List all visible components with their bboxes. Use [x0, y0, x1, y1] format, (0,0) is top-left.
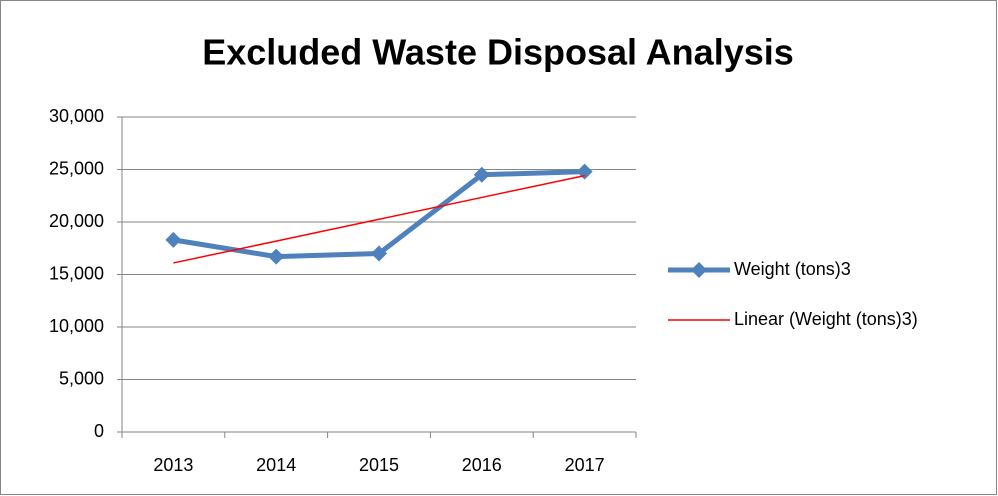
legend-marker [691, 262, 707, 278]
y-tick-label: 30,000 [49, 106, 104, 126]
chart-title: Excluded Waste Disposal Analysis [202, 32, 794, 73]
marker [165, 231, 182, 248]
marker [268, 248, 285, 265]
x-tick-label: 2017 [565, 455, 605, 475]
y-tick-label: 20,000 [49, 211, 104, 231]
y-tick-label: 10,000 [49, 316, 104, 336]
y-tick-label: 25,000 [49, 158, 104, 178]
marker [371, 245, 387, 262]
trend-line [173, 174, 585, 264]
marker [576, 163, 593, 180]
marker [473, 166, 490, 183]
legend-label: Weight (tons)3 [734, 259, 851, 279]
y-tick-label: 15,000 [49, 263, 104, 283]
x-tick-label: 2016 [462, 455, 502, 475]
x-tick-label: 2015 [359, 455, 399, 475]
x-tick-label: 2014 [256, 455, 296, 475]
y-tick-label: 0 [94, 421, 104, 441]
x-tick-label: 2013 [153, 455, 193, 475]
y-tick-label: 5,000 [59, 368, 104, 388]
legend-label: Linear (Weight (tons)3) [734, 309, 918, 329]
